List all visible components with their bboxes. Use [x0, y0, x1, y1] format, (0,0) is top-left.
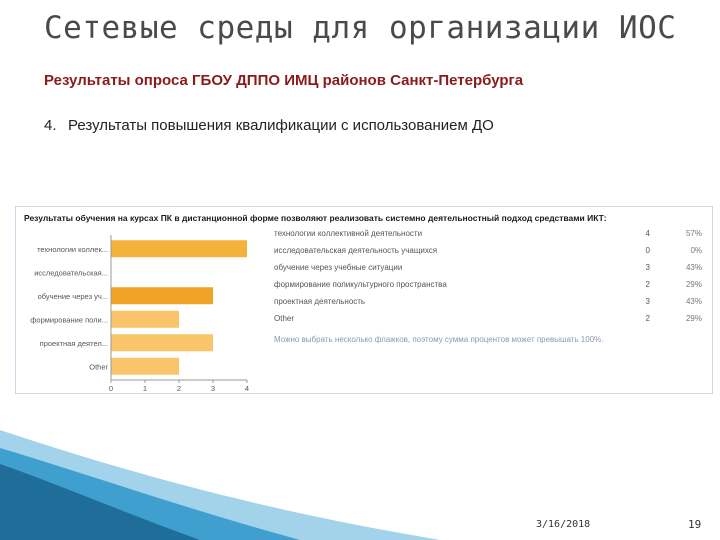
decorative-wave [0, 430, 440, 540]
response-label: технологии коллективной деятельности [274, 229, 423, 238]
category-label: формирование поли... [30, 315, 108, 324]
response-row: формирование поликультурного пространств… [274, 276, 704, 293]
bar [111, 310, 179, 328]
bar [111, 357, 179, 375]
list-item: 4. Результаты повышения квалификации с ис… [44, 117, 494, 134]
category-label: технологии коллек... [37, 245, 108, 254]
response-label: проектная деятельность [274, 297, 366, 306]
slide-date: 3/16/2018 [536, 519, 591, 530]
response-row: исследовательская деятельность учащихся 0… [274, 242, 704, 259]
response-row: Other 2 29% [274, 310, 704, 327]
response-count: 3 [645, 297, 650, 306]
x-tick-label: 0 [109, 384, 113, 393]
response-table: технологии коллективной деятельности 4 57%… [274, 225, 704, 327]
bar [111, 240, 247, 258]
response-label: обучение через учебные ситуации [274, 263, 403, 272]
bar [111, 334, 213, 352]
category-label: Other [89, 362, 108, 371]
survey-result-panel: технологии коллек... исследовательская...… [15, 206, 713, 394]
response-label: формирование поликультурного пространств… [274, 280, 447, 289]
slide-title: Сетевые среды для организации ИОС [44, 10, 677, 46]
panel-question-title: Результаты обучения на курсах ПК в диста… [24, 213, 607, 223]
response-percent: 29% [685, 280, 702, 289]
list-item-number: 4. [44, 117, 57, 134]
response-percent: 43% [685, 263, 702, 272]
response-row: проектная деятельность 3 43% [274, 293, 704, 310]
response-count: 2 [645, 280, 650, 289]
x-tick-label: 2 [177, 384, 181, 393]
slide-subtitle: Результаты опроса ГБОУ ДППО ИМЦ районов … [44, 72, 524, 89]
response-percent: 29% [685, 314, 702, 323]
slide-page-number: 19 [688, 518, 702, 531]
response-count: 3 [645, 263, 650, 272]
response-row: обучение через учебные ситуации 3 43% [274, 259, 704, 276]
response-count: 0 [645, 246, 650, 255]
decor-wave-dark [0, 464, 200, 540]
list-item-text: Результаты повышения квалификации с испо… [68, 117, 494, 134]
response-label: Other [274, 314, 295, 323]
response-row: технологии коллективной деятельности 4 57% [274, 225, 704, 242]
category-label: обучение через уч... [38, 292, 108, 301]
x-tick-label: 3 [211, 384, 215, 393]
response-count: 2 [645, 314, 650, 323]
response-percent: 0% [690, 246, 702, 255]
x-tick-label: 1 [143, 384, 147, 393]
panel-note: Можно выбрать несколько флажков, поэтому… [274, 335, 604, 344]
category-label: проектная деятел... [40, 339, 108, 348]
category-label: исследовательская... [34, 268, 108, 277]
response-percent: 57% [685, 229, 702, 238]
response-label: исследовательская деятельность учащихся [274, 246, 438, 255]
x-tick-label: 4 [245, 384, 249, 393]
response-count: 4 [645, 229, 650, 238]
response-percent: 43% [685, 297, 702, 306]
bar-chart: технологии коллек... исследовательская...… [30, 235, 249, 393]
bar [111, 287, 213, 305]
